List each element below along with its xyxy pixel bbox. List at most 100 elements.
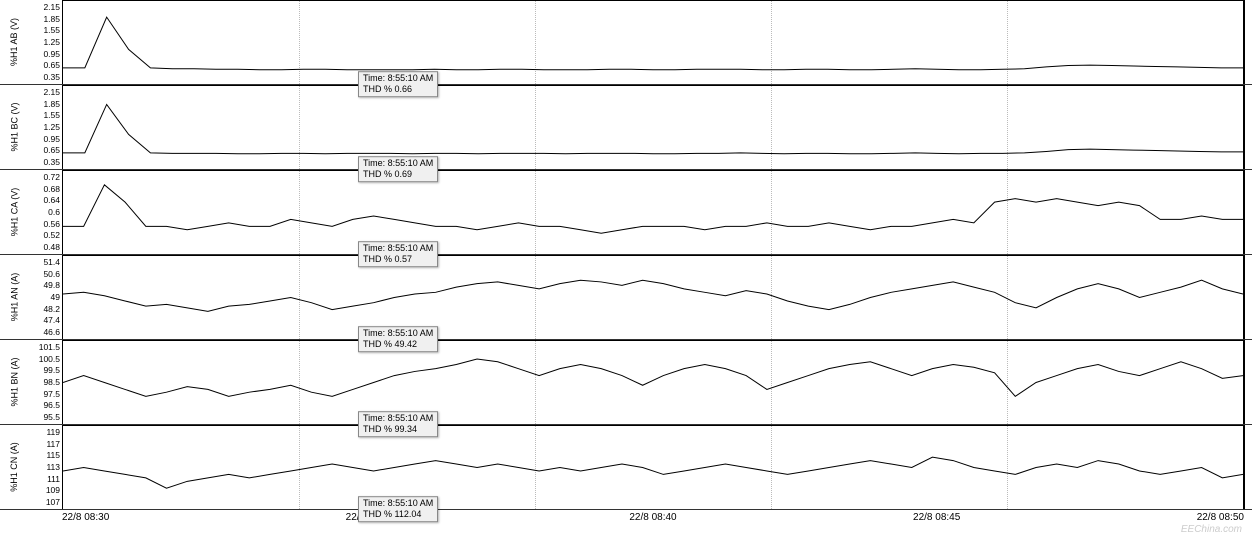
trace-svg [63, 86, 1243, 169]
tooltip-time: Time: 8:55:10 AM [363, 328, 433, 339]
tooltip-value: THD % 0.69 [363, 169, 433, 180]
trace-path [63, 17, 1243, 70]
y-label-container: %H1 BC (V) [0, 85, 28, 169]
x-tick-label: 22/8 08:50 [1197, 512, 1244, 523]
y-label-container: %H1 BN (A) [0, 340, 28, 424]
y-tick-label: 2.15 [28, 87, 60, 97]
panel-ca: %H1 CA (V)0.720.680.640.60.560.520.48Tim… [0, 170, 1252, 255]
y-tick-label: 113 [28, 462, 60, 472]
tooltip-value: THD % 0.57 [363, 254, 433, 265]
y-tick-label: 1.85 [28, 14, 60, 24]
tooltip-value: THD % 49.42 [363, 339, 433, 350]
trace-svg [63, 171, 1243, 254]
trace-path [63, 280, 1243, 311]
y-tick-label: 47.4 [28, 315, 60, 325]
y-label-container: %H1 CA (V) [0, 170, 28, 254]
tooltip-time: Time: 8:55:10 AM [363, 158, 433, 169]
y-tick-label: 0.52 [28, 230, 60, 240]
y-label: %H1 AN (A) [9, 273, 19, 322]
tooltip: Time: 8:55:10 AMTHD % 49.42 [358, 326, 438, 352]
x-axis: 22/8 08:3022/8 08:3522/8 08:4022/8 08:45… [62, 510, 1244, 523]
y-label: %H1 AB (V) [9, 18, 19, 66]
y-ticks: 51.450.649.84948.247.446.6 [28, 255, 62, 339]
right-stub [1244, 85, 1252, 169]
right-stub [1244, 340, 1252, 424]
y-ticks: 2.151.851.551.250.950.650.35 [28, 85, 62, 169]
tooltip-time: Time: 8:55:10 AM [363, 413, 433, 424]
y-tick-label: 96.5 [28, 400, 60, 410]
tooltip: Time: 8:55:10 AMTHD % 0.57 [358, 241, 438, 267]
y-tick-label: 51.4 [28, 257, 60, 267]
y-ticks: 119 117115 113 111109 107 [28, 425, 62, 509]
y-tick-label: 0.68 [28, 184, 60, 194]
y-ticks: 2.151.851.551.250.950.650.35 [28, 0, 62, 84]
tooltip-time: Time: 8:55:10 AM [363, 243, 433, 254]
right-stub [1244, 170, 1252, 254]
plot-area[interactable]: Time: 8:55:10 AMTHD % 0.57 [62, 170, 1244, 254]
y-tick-label: 0.95 [28, 134, 60, 144]
y-tick-label: 97.5 [28, 389, 60, 399]
y-tick-label: 0.35 [28, 157, 60, 167]
plot-area[interactable]: Time: 8:55:10 AMTHD % 0.69 [62, 85, 1244, 169]
tooltip-value: THD % 99.34 [363, 424, 433, 435]
y-ticks: 101.5100.599.598.597.596.595.5 [28, 340, 62, 424]
y-tick-label: 0.65 [28, 145, 60, 155]
panel-an: %H1 AN (A)51.450.649.84948.247.446.6Time… [0, 255, 1252, 340]
y-tick-label: 117 [28, 439, 60, 449]
y-tick-label: 1.25 [28, 37, 60, 47]
x-tick-label: 22/8 08:40 [629, 512, 676, 523]
plot-area[interactable]: Time: 8:55:10 AMTHD % 99.34 [62, 340, 1244, 424]
y-tick-label: 49 [28, 292, 60, 302]
plot-area[interactable]: Time: 8:55:10 AMTHD % 0.66 [62, 0, 1244, 84]
tooltip-value: THD % 0.66 [363, 84, 433, 95]
y-tick-label: 1.55 [28, 110, 60, 120]
y-tick-label: 0.56 [28, 219, 60, 229]
right-stub [1244, 425, 1252, 509]
tooltip: Time: 8:55:10 AMTHD % 0.69 [358, 156, 438, 182]
trace-svg [63, 426, 1243, 509]
y-tick-label: 0.64 [28, 195, 60, 205]
y-tick-label: 2.15 [28, 2, 60, 12]
panel-bn: %H1 BN (A)101.5100.599.598.597.596.595.5… [0, 340, 1252, 425]
tooltip: Time: 8:55:10 AMTHD % 0.66 [358, 71, 438, 97]
y-tick-label: 0.6 [28, 207, 60, 217]
y-tick-label: 109 [28, 485, 60, 495]
x-tick-label: 22/8 08:45 [913, 512, 960, 523]
right-stub [1244, 0, 1252, 84]
panel-bc: %H1 BC (V)2.151.851.551.250.950.650.35Ti… [0, 85, 1252, 170]
y-tick-label: 0.35 [28, 72, 60, 82]
multi-panel-chart: %H1 AB (V)2.151.851.551.250.950.650.35Ti… [0, 0, 1252, 553]
y-tick-label: 100.5 [28, 354, 60, 364]
tooltip: Time: 8:55:10 AMTHD % 112.04 [358, 496, 438, 522]
y-tick-label: 1.25 [28, 122, 60, 132]
y-tick-label: 119 [28, 427, 60, 437]
y-ticks: 0.72 0.680.64 0.6 0.560.52 0.48 [28, 170, 62, 254]
y-tick-label: 115 [28, 450, 60, 460]
y-tick-label: 111 [28, 474, 60, 484]
y-label-container: %H1 CN (A) [0, 425, 28, 509]
tooltip: Time: 8:55:10 AMTHD % 99.34 [358, 411, 438, 437]
y-label: %H1 BC (V) [9, 102, 19, 151]
panel-cn: %H1 CN (A)119 117115 113 111109 107Time: 8:5… [0, 425, 1252, 510]
y-label: %H1 BN (A) [9, 357, 19, 406]
trace-svg [63, 341, 1243, 424]
trace-svg [63, 256, 1243, 339]
y-label-container: %H1 AN (A) [0, 255, 28, 339]
y-tick-label: 46.6 [28, 327, 60, 337]
y-tick-label: 0.48 [28, 242, 60, 252]
y-tick-label: 101.5 [28, 342, 60, 352]
y-tick-label: 0.72 [28, 172, 60, 182]
y-tick-label: 49.8 [28, 280, 60, 290]
plot-area[interactable]: Time: 8:55:10 AMTHD % 49.42 [62, 255, 1244, 339]
y-tick-label: 95.5 [28, 412, 60, 422]
tooltip-time: Time: 8:55:10 AM [363, 73, 433, 84]
trace-path [63, 185, 1243, 233]
trace-path [63, 359, 1243, 396]
y-tick-label: 99.5 [28, 365, 60, 375]
plot-area[interactable]: Time: 8:55:10 AMTHD % 112.04 [62, 425, 1244, 509]
tooltip-value: THD % 112.04 [363, 509, 433, 520]
y-tick-label: 0.95 [28, 49, 60, 59]
panel-ab: %H1 AB (V)2.151.851.551.250.950.650.35Ti… [0, 0, 1252, 85]
trace-path [63, 457, 1243, 488]
y-tick-label: 107 [28, 497, 60, 507]
